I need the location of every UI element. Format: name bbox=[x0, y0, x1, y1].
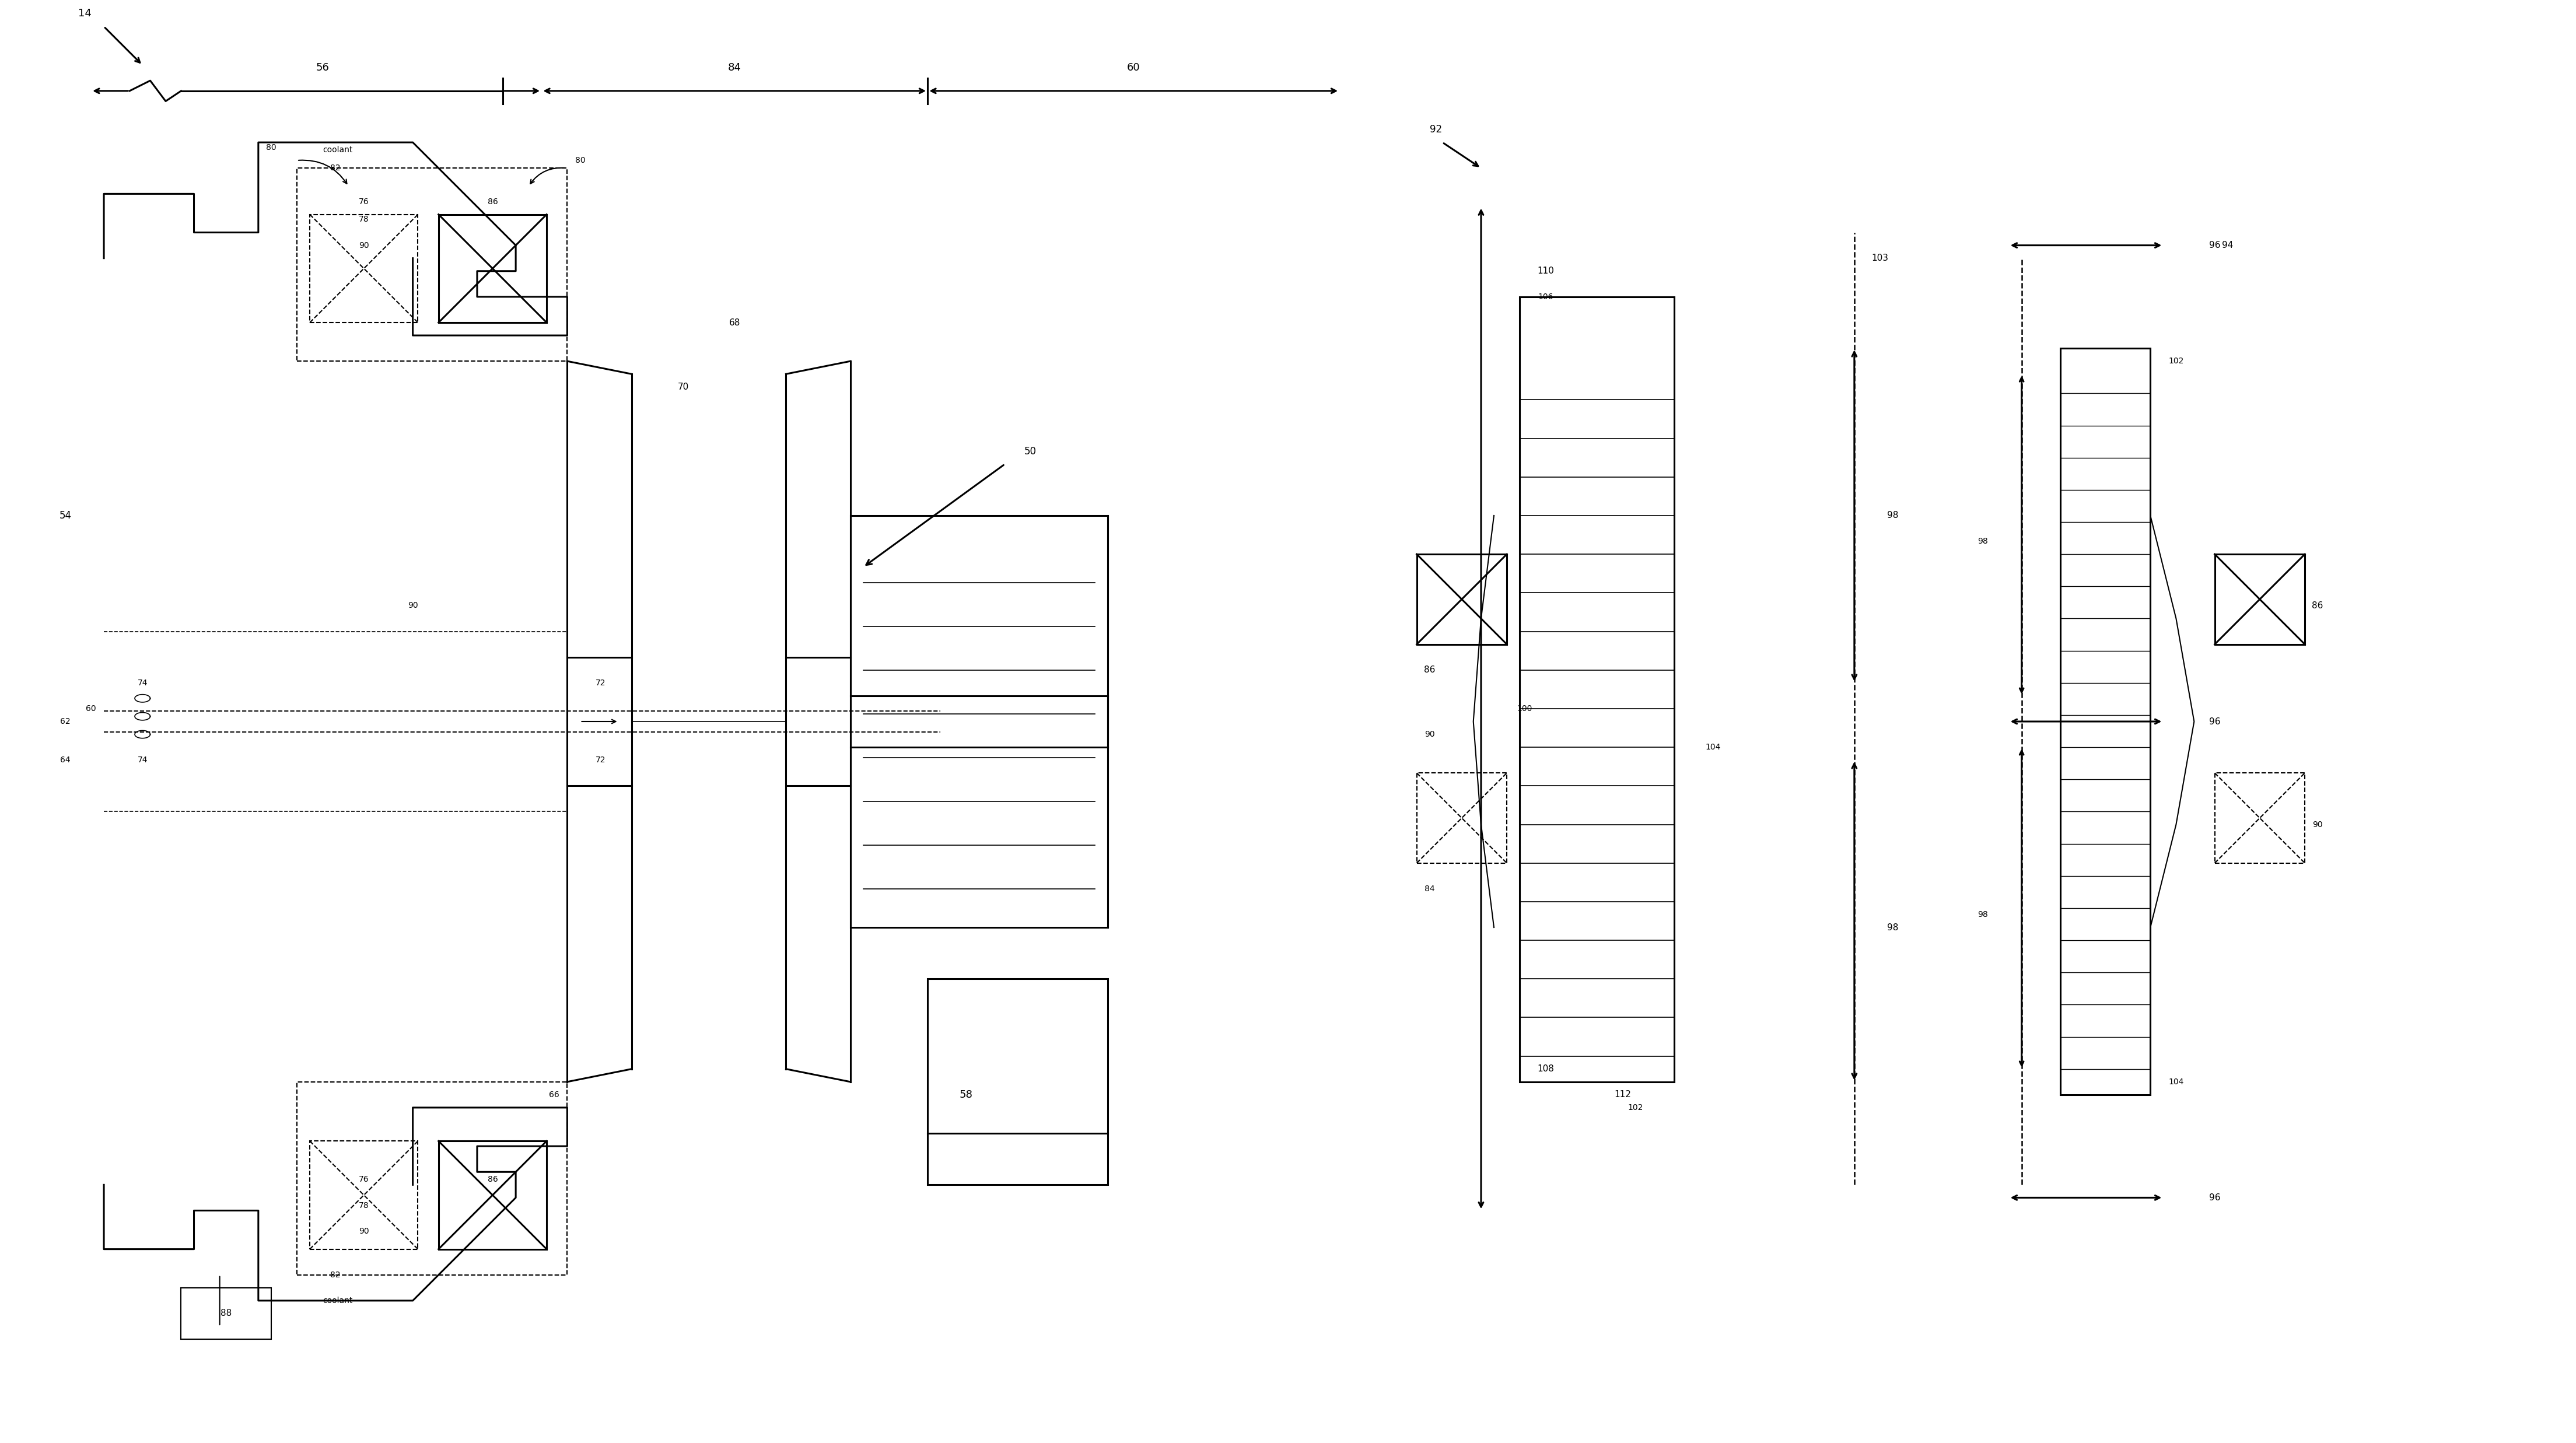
Text: 90: 90 bbox=[358, 1227, 368, 1235]
Text: 84: 84 bbox=[729, 62, 742, 74]
Text: 72: 72 bbox=[595, 756, 605, 765]
Bar bbox=[2215, 773, 2306, 863]
Text: 60: 60 bbox=[1126, 62, 1141, 74]
Text: coolant: coolant bbox=[322, 146, 353, 154]
Bar bbox=[1417, 554, 1507, 644]
Text: 94: 94 bbox=[2223, 241, 2233, 250]
Text: 98: 98 bbox=[1978, 537, 1989, 545]
Text: 66: 66 bbox=[549, 1091, 559, 1098]
Text: 86: 86 bbox=[487, 198, 497, 206]
Text: 110: 110 bbox=[1538, 267, 1553, 276]
Text: 74: 74 bbox=[137, 678, 147, 687]
Text: 90: 90 bbox=[2313, 821, 2324, 828]
Text: 58: 58 bbox=[958, 1089, 974, 1100]
Text: 104: 104 bbox=[1705, 743, 1721, 752]
Text: 82: 82 bbox=[330, 1271, 340, 1278]
Text: 50: 50 bbox=[1025, 446, 1036, 456]
Text: 56: 56 bbox=[317, 62, 330, 74]
Text: 98: 98 bbox=[1888, 511, 1899, 519]
Text: 54: 54 bbox=[59, 511, 72, 521]
Text: 70: 70 bbox=[677, 382, 688, 391]
Text: 14: 14 bbox=[77, 9, 93, 19]
Bar bbox=[309, 215, 417, 323]
Text: 76: 76 bbox=[358, 198, 368, 206]
Text: 102: 102 bbox=[1628, 1104, 1643, 1111]
Bar bbox=[1520, 297, 1674, 1082]
Text: 68: 68 bbox=[729, 317, 739, 328]
Text: 74: 74 bbox=[137, 756, 147, 765]
Text: 90: 90 bbox=[407, 602, 417, 610]
Text: 76: 76 bbox=[358, 1176, 368, 1183]
Text: 98: 98 bbox=[1978, 911, 1989, 919]
Text: 92: 92 bbox=[1430, 124, 1443, 134]
Text: 82: 82 bbox=[330, 165, 340, 172]
Bar bbox=[2061, 348, 2151, 1095]
Bar bbox=[438, 215, 546, 323]
Bar bbox=[180, 1287, 270, 1339]
Text: 106: 106 bbox=[1538, 293, 1553, 302]
Text: 102: 102 bbox=[2169, 356, 2184, 365]
Text: 103: 103 bbox=[1873, 254, 1888, 263]
Text: coolant: coolant bbox=[322, 1297, 353, 1304]
Text: 112: 112 bbox=[1615, 1091, 1631, 1100]
Text: 84: 84 bbox=[1425, 885, 1435, 893]
Text: 60: 60 bbox=[85, 704, 95, 713]
Text: 104: 104 bbox=[2169, 1078, 2184, 1087]
Bar bbox=[309, 1141, 417, 1250]
Text: 96: 96 bbox=[2210, 1193, 2221, 1202]
Text: 96: 96 bbox=[2210, 717, 2221, 726]
Text: 72: 72 bbox=[595, 678, 605, 687]
Text: 90: 90 bbox=[1425, 730, 1435, 739]
Text: 86: 86 bbox=[1425, 665, 1435, 674]
Text: 98: 98 bbox=[1888, 924, 1899, 932]
Bar bbox=[296, 1082, 567, 1274]
Text: 100: 100 bbox=[1517, 704, 1533, 713]
Text: 108: 108 bbox=[1538, 1065, 1553, 1074]
Text: 80: 80 bbox=[574, 156, 585, 165]
Text: 88: 88 bbox=[222, 1309, 232, 1317]
Bar bbox=[438, 1141, 546, 1250]
Text: 78: 78 bbox=[358, 1202, 368, 1209]
Bar bbox=[927, 978, 1108, 1185]
Bar bbox=[296, 169, 567, 361]
Bar bbox=[2215, 554, 2306, 644]
Text: 78: 78 bbox=[358, 215, 368, 224]
Text: 86: 86 bbox=[487, 1176, 497, 1183]
Text: 86: 86 bbox=[2313, 602, 2324, 610]
Text: 62: 62 bbox=[59, 717, 70, 726]
Text: 96: 96 bbox=[2210, 241, 2221, 250]
Text: 80: 80 bbox=[265, 143, 276, 152]
Text: 64: 64 bbox=[59, 756, 70, 765]
Bar bbox=[850, 515, 1108, 928]
Text: 90: 90 bbox=[358, 241, 368, 250]
Bar bbox=[1417, 773, 1507, 863]
